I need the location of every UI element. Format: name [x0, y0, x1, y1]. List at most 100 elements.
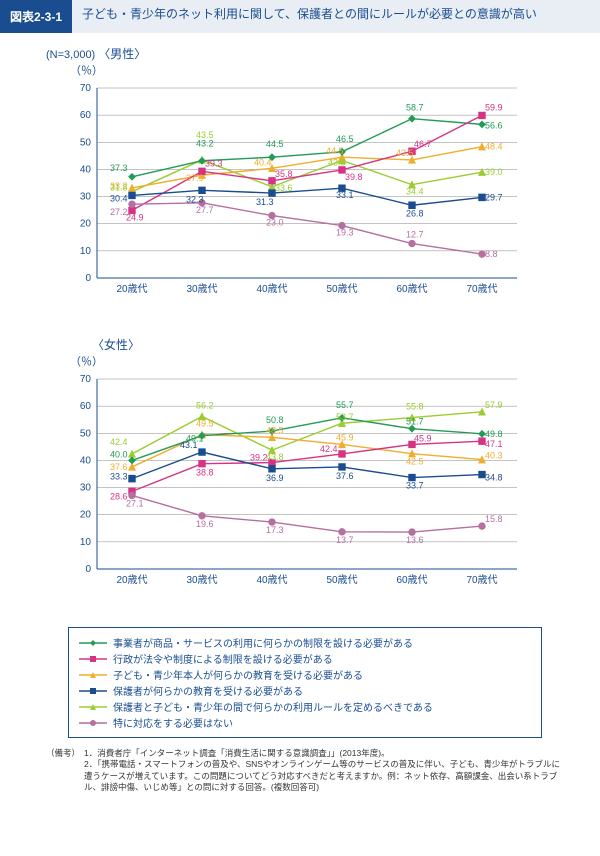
svg-text:70歳代: 70歳代 — [466, 574, 497, 586]
svg-text:19.3: 19.3 — [336, 228, 354, 238]
svg-text:20: 20 — [80, 219, 92, 230]
svg-text:13.7: 13.7 — [336, 535, 354, 545]
svg-text:20歳代: 20歳代 — [116, 283, 147, 295]
svg-text:0: 0 — [85, 564, 91, 575]
svg-text:50.8: 50.8 — [266, 415, 284, 425]
svg-text:40.3: 40.3 — [485, 451, 503, 461]
footnote-2: 2．「携帯電話・スマートフォンの普及や、SNSやオンラインゲーム等のサービスの普… — [84, 759, 564, 793]
svg-text:39.8: 39.8 — [345, 172, 363, 182]
svg-text:32.3: 32.3 — [186, 194, 204, 204]
figure-content: (N=3,000) 〈男性〉 （％） 01020304050607020歳代30… — [0, 33, 600, 812]
pct-label-male: （％） — [70, 62, 570, 78]
legend-marker-s3 — [79, 670, 107, 680]
sample-size-label: (N=3,000) — [46, 49, 95, 61]
legend-item: 子ども・青少年本人が何らかの教育を受ける必要がある — [79, 667, 531, 682]
svg-text:34.4: 34.4 — [406, 187, 424, 197]
svg-text:33.3: 33.3 — [110, 472, 128, 482]
legend-marker-s1 — [79, 638, 107, 648]
svg-text:56.6: 56.6 — [485, 120, 503, 130]
svg-text:43.5: 43.5 — [196, 130, 214, 140]
svg-text:60: 60 — [80, 110, 92, 121]
legend-marker-s4 — [79, 686, 107, 696]
svg-text:46.5: 46.5 — [336, 134, 354, 144]
svg-text:26.8: 26.8 — [406, 208, 424, 218]
svg-text:43.1: 43.1 — [180, 440, 198, 450]
svg-text:45.9: 45.9 — [414, 433, 432, 443]
svg-text:70歳代: 70歳代 — [466, 283, 497, 295]
legend-item: 保護者と子ども・青少年の間で何らかの利用ルールを定めるべきである — [79, 699, 531, 714]
svg-text:50: 50 — [80, 428, 92, 439]
svg-text:10: 10 — [80, 537, 92, 548]
legend-marker-s5 — [79, 702, 107, 712]
svg-text:23.0: 23.0 — [266, 218, 284, 228]
svg-text:8.8: 8.8 — [485, 249, 498, 259]
svg-text:12.7: 12.7 — [406, 230, 424, 240]
pct-label-female: （％） — [70, 353, 570, 369]
legend-label: 子ども・青少年本人が何らかの教育を受ける必要がある — [113, 667, 363, 682]
svg-text:60: 60 — [80, 401, 92, 412]
svg-text:56.2: 56.2 — [196, 400, 214, 410]
legend-label: 行政が法令や制度による制限を設ける必要がある — [113, 651, 333, 666]
svg-text:59.9: 59.9 — [485, 102, 503, 112]
svg-text:19.6: 19.6 — [196, 519, 214, 529]
svg-text:10: 10 — [80, 246, 92, 257]
svg-text:31.8: 31.8 — [110, 183, 128, 193]
svg-text:37.6: 37.6 — [110, 462, 128, 472]
svg-text:29.7: 29.7 — [485, 192, 503, 202]
figure-header: 図表2-3-1 子ども・青少年のネット利用に関して、保護者との間にルールが必要と… — [0, 0, 600, 33]
svg-text:33.6: 33.6 — [275, 183, 293, 193]
svg-text:49.5: 49.5 — [196, 419, 214, 429]
svg-text:37.3: 37.3 — [110, 163, 128, 173]
svg-text:40: 40 — [80, 455, 92, 466]
svg-text:40歳代: 40歳代 — [256, 283, 287, 295]
svg-text:43.8: 43.8 — [266, 452, 284, 462]
chart-female: 01020304050607020歳代30歳代40歳代50歳代60歳代70歳代4… — [40, 371, 570, 613]
svg-text:53.7: 53.7 — [336, 412, 354, 422]
svg-text:24.9: 24.9 — [126, 212, 144, 222]
figure-number-badge: 図表2-3-1 — [0, 0, 72, 33]
svg-text:57.9: 57.9 — [485, 400, 503, 410]
footnotes: （備考） 1．消費者庁「インターネット調査「消費生活に関する意識調査」」(201… — [46, 748, 564, 794]
male-label: 〈男性〉 — [98, 45, 146, 62]
svg-text:30歳代: 30歳代 — [186, 574, 217, 586]
svg-text:55.7: 55.7 — [336, 400, 354, 410]
legend-item: 行政が法令や制度による制限を設ける必要がある — [79, 651, 531, 666]
svg-text:51.7: 51.7 — [406, 417, 424, 427]
svg-text:20歳代: 20歳代 — [116, 574, 147, 586]
svg-text:40: 40 — [80, 164, 92, 175]
svg-text:42.4: 42.4 — [110, 437, 128, 447]
legend-label: 保護者と子ども・青少年の間で何らかの利用ルールを定めるべきである — [113, 699, 433, 714]
svg-text:31.3: 31.3 — [256, 197, 274, 207]
svg-text:45.9: 45.9 — [336, 432, 354, 442]
svg-text:35.8: 35.8 — [275, 169, 293, 179]
svg-text:40.0: 40.0 — [110, 449, 128, 459]
svg-text:30歳代: 30歳代 — [186, 283, 217, 295]
chart-male: 01020304050607020歳代30歳代40歳代50歳代60歳代70歳代3… — [40, 80, 570, 322]
svg-text:60歳代: 60歳代 — [396, 574, 427, 586]
svg-text:27.2: 27.2 — [110, 207, 128, 217]
svg-text:42.5: 42.5 — [406, 457, 424, 467]
svg-text:48.4: 48.4 — [485, 142, 503, 152]
svg-text:43.3: 43.3 — [328, 157, 346, 167]
svg-text:27.1: 27.1 — [126, 498, 144, 508]
svg-text:20: 20 — [80, 510, 92, 521]
legend-item: 特に対応をする必要はない — [79, 715, 531, 730]
svg-text:55.8: 55.8 — [406, 402, 424, 412]
svg-text:47.1: 47.1 — [485, 439, 503, 449]
svg-text:44.5: 44.5 — [266, 139, 284, 149]
svg-text:46.7: 46.7 — [414, 139, 432, 149]
svg-text:17.3: 17.3 — [266, 525, 284, 535]
svg-text:37.6: 37.6 — [336, 471, 354, 481]
svg-text:40.4: 40.4 — [254, 157, 272, 167]
footnote-1: 1．消費者庁「インターネット調査「消費生活に関する意識調査」」(2013年度)。 — [84, 748, 390, 759]
svg-text:37.9: 37.9 — [186, 173, 204, 183]
legend-marker-s6 — [79, 718, 107, 728]
svg-text:34.8: 34.8 — [485, 473, 503, 483]
svg-text:36.9: 36.9 — [266, 473, 284, 483]
svg-text:58.7: 58.7 — [406, 103, 424, 113]
legend-label: 事業者が商品・サービスの利用に何らかの制限を設ける必要がある — [113, 635, 413, 650]
svg-text:39.2: 39.2 — [250, 453, 268, 463]
svg-text:39.3: 39.3 — [205, 158, 223, 168]
svg-text:42.4: 42.4 — [320, 444, 338, 454]
svg-text:48.5: 48.5 — [266, 425, 284, 435]
